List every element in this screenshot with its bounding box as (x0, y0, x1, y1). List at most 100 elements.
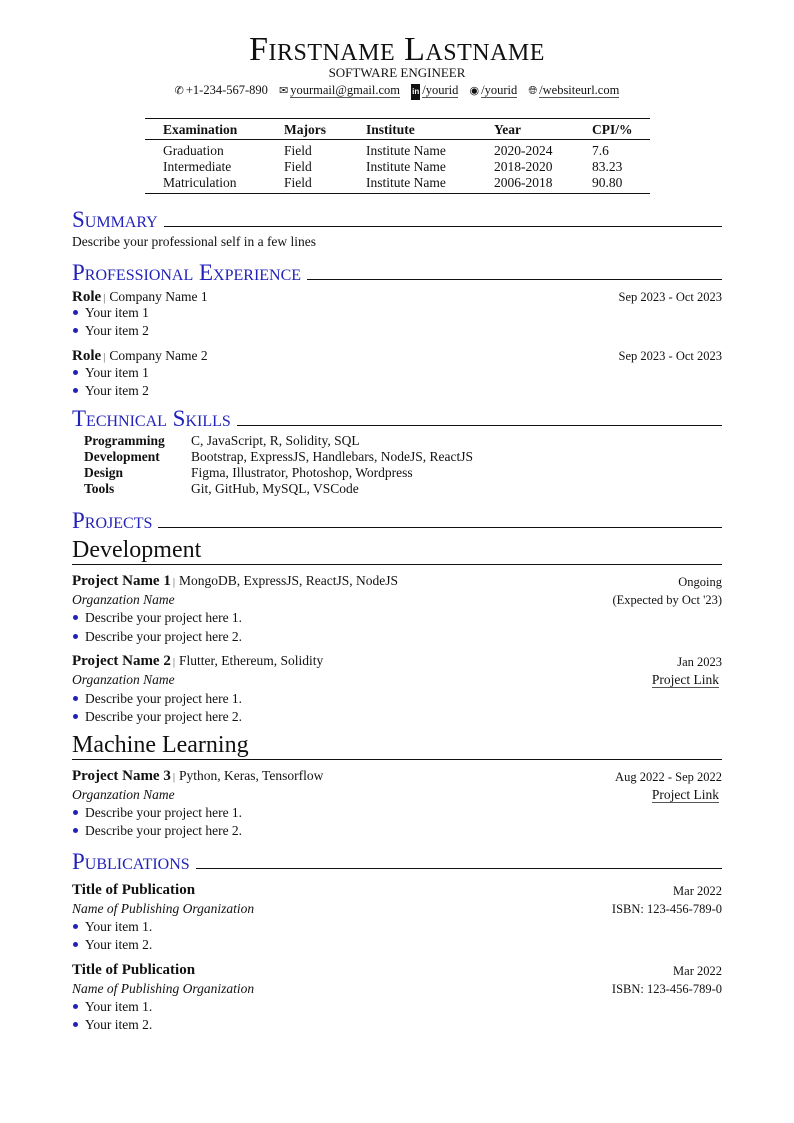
column-header: Examination (145, 118, 266, 140)
column-header: Year (476, 118, 574, 140)
list-item: Describe your project here 2. (72, 822, 242, 840)
cell: 7.6 (592, 143, 609, 158)
project-link[interactable]: Project Link (651, 672, 719, 688)
cell: Institute Name (366, 143, 446, 158)
publication-date: Mar 2022 (673, 884, 722, 898)
role: Role (72, 289, 102, 305)
phone-icon: ✆ (174, 85, 184, 97)
project-link[interactable]: Project Link (651, 787, 719, 803)
publisher: Name of Publishing Organization (72, 901, 255, 916)
linkedin-link[interactable]: /yourid (422, 83, 459, 98)
cell: Graduation (163, 143, 224, 158)
section-heading-publications: Publications (72, 847, 722, 875)
summary-text: Describe your professional self in a few… (72, 234, 317, 249)
skill-value: Bootstrap, ExpressJS, Handlebars, NodeJS… (191, 449, 473, 464)
job-title: SOFTWARE ENGINEER (328, 65, 466, 80)
list-item: Describe your project here 1. (72, 609, 242, 627)
phone-text: +1-234-567-890 (185, 83, 268, 97)
contact-email[interactable]: ✉ yourmail@gmail.com (279, 83, 401, 98)
heading-text: Summary (72, 207, 158, 232)
contact-phone[interactable]: ✆ +1-234-567-890 (175, 83, 268, 97)
list-item: Describe your project here 2. (72, 628, 242, 646)
cell: Field (284, 159, 312, 174)
section-heading-projects: Projects (72, 506, 722, 534)
project-tech: Python, Keras, Tensorflow (179, 768, 324, 783)
divider (195, 868, 722, 869)
list-item: Describe your project here 1. (72, 690, 242, 708)
section-heading-skills: Technical Skills (72, 404, 722, 432)
project-entry: Project Name 3 | Python, Keras, Tensorflow (72, 767, 323, 786)
section-heading-experience: Professional Experience (72, 258, 722, 286)
publication-title: Title of Publication (72, 882, 196, 898)
table-row: Intermediate Field Institute Name 2018-2020… (145, 159, 650, 175)
github-icon: ◉ (469, 85, 480, 97)
skill-value: Git, GitHub, MySQL, VSCode (191, 481, 359, 496)
contact-website[interactable]: 🌐︎/websiteurl.com (528, 83, 620, 98)
experience-entry: Role | Company Name 2 (72, 347, 208, 366)
full-name: Firstname Lastname (249, 31, 545, 68)
project-name: Project Name 1 (72, 573, 171, 589)
divider (307, 279, 722, 280)
organization: Organzation Name (72, 787, 175, 802)
list-item: Your item 1 (72, 304, 149, 322)
list-item: Your item 1. (72, 998, 152, 1016)
role: Role (72, 348, 102, 364)
separator: | (103, 351, 106, 363)
separator: | (103, 292, 106, 304)
table-header: Examination Majors Institute Year CPI/% (145, 118, 650, 140)
project-entry: Project Name 2 | Flutter, Ethereum, Solidi… (72, 652, 323, 671)
column-header: CPI/% (574, 118, 650, 140)
contact-linkedin[interactable]: in/yourid (411, 83, 459, 100)
separator: | (172, 576, 176, 588)
cell: Field (284, 175, 312, 190)
subsection-heading: Machine Learning (72, 731, 722, 760)
cell: Intermediate (163, 159, 232, 174)
cell: Matriculation (163, 175, 237, 190)
cell: 2006-2018 (494, 175, 553, 190)
publisher: Name of Publishing Organization (72, 981, 255, 996)
heading-text: Technical Skills (72, 406, 231, 431)
project-date: Ongoing (678, 575, 722, 589)
project-tech: Flutter, Ethereum, Solidity (179, 653, 324, 668)
company: Company Name 1 (109, 289, 208, 304)
list-item: Your item 1. (72, 918, 152, 936)
contact-github[interactable]: ◉/yourid (469, 83, 518, 98)
github-link[interactable]: /yourid (481, 83, 518, 98)
list-item: Your item 2 (72, 322, 149, 340)
cell: Field (284, 143, 312, 158)
project-name: Project Name 2 (72, 653, 171, 669)
skill-value: Figma, Illustrator, Photoshop, Wordpress (191, 465, 413, 480)
cell: 83.23 (592, 159, 623, 174)
column-header: Institute (348, 118, 476, 140)
email-link[interactable]: yourmail@gmail.com (290, 83, 401, 98)
globe-icon: 🌐︎ (528, 85, 538, 97)
company: Company Name 2 (109, 348, 208, 363)
publication-date: Mar 2022 (673, 964, 722, 978)
education-table: Examination Majors Institute Year CPI/% … (145, 118, 650, 194)
website-link[interactable]: /websiteurl.com (539, 83, 620, 98)
isbn: ISBN: 123-456-789-0 (611, 902, 722, 916)
divider (163, 226, 722, 227)
table-row: Matriculation Field Institute Name 2006-201… (145, 175, 650, 194)
divider (236, 425, 722, 426)
skill-label: Development (84, 449, 160, 464)
skill-label: Tools (84, 481, 115, 496)
heading-text: Professional Experience (72, 260, 302, 285)
cell: 2018-2020 (494, 159, 553, 174)
organization: Organzation Name (72, 592, 175, 607)
cell: Institute Name (366, 159, 446, 174)
skill-value: C, JavaScript, R, Solidity, SQL (191, 433, 360, 448)
project-name: Project Name 3 (72, 768, 171, 784)
list-item: Your item 2 (72, 382, 149, 400)
subsection-heading: Development (72, 536, 722, 565)
list-item: Your item 2. (72, 936, 152, 954)
separator: | (172, 771, 176, 783)
column-header: Majors (266, 118, 348, 140)
project-tech: MongoDB, ExpressJS, ReactJS, NodeJS (179, 573, 399, 588)
expected-date: (Expected by Oct '23) (612, 593, 722, 607)
project-date: Aug 2022 - Sep 2022 (615, 770, 722, 784)
separator: | (172, 656, 176, 668)
list-item: Describe your project here 2. (72, 708, 242, 726)
envelope-icon: ✉ (279, 85, 289, 97)
